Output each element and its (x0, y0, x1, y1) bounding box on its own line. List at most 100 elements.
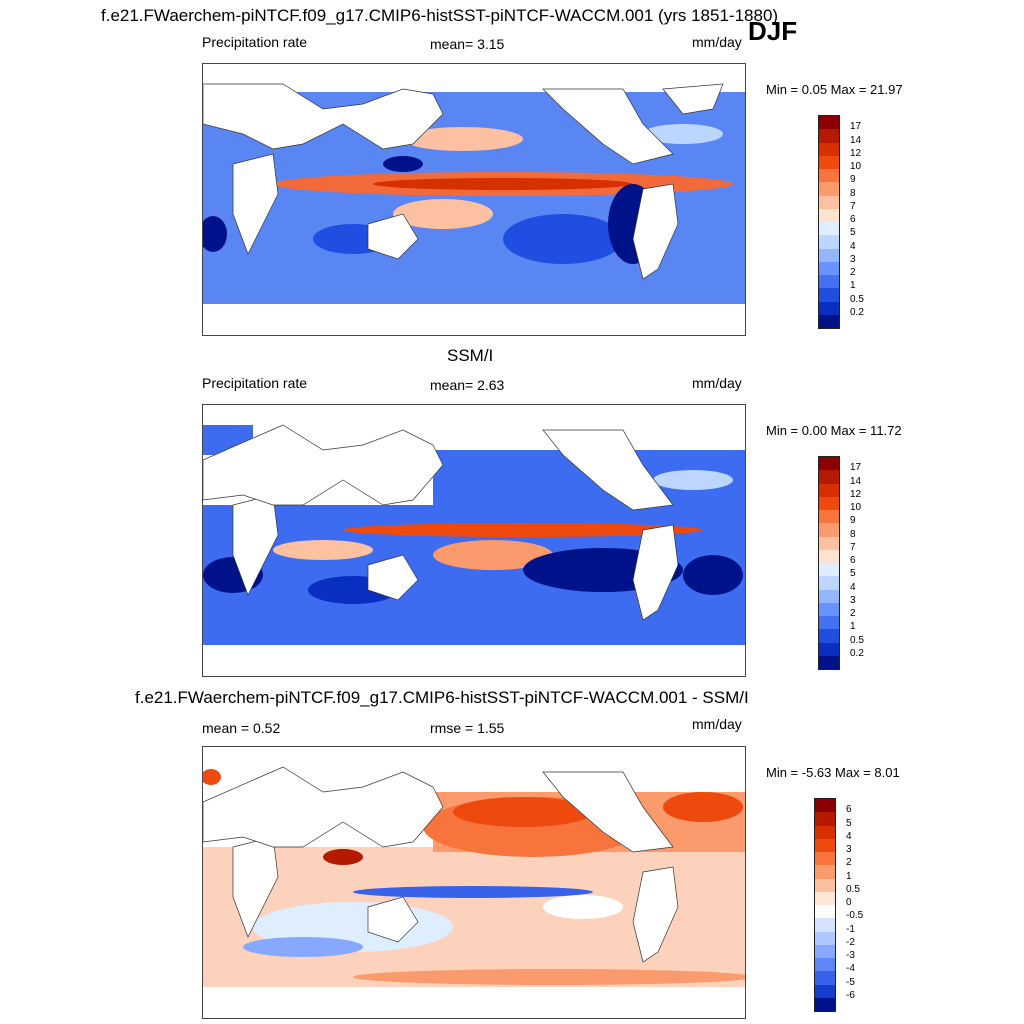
panel3-mean-label: mean = 0.52 (202, 720, 281, 736)
panel2-map (202, 404, 746, 677)
colorbar-tick-label: -3 (846, 950, 855, 961)
colorbar-tick-label: 6 (850, 214, 856, 225)
colorbar-swatch (819, 142, 839, 156)
panel2-map-svg (203, 405, 745, 676)
colorbar-tick-label: 1 (846, 870, 852, 882)
colorbar-swatch (819, 655, 839, 669)
colorbar-swatch (815, 905, 835, 919)
figure-title: f.e21.FWaerchem-piNTCF.f09_g17.CMIP6-his… (101, 6, 779, 25)
colorbar-swatch (815, 878, 835, 892)
colorbar-swatch (819, 288, 839, 302)
colorbar-tick-label: 3 (850, 253, 856, 265)
colorbar-tick-label: 7 (850, 200, 856, 212)
colorbar-swatch (815, 997, 835, 1011)
colorbar-tick-label: -5 (846, 976, 855, 988)
colorbar-tick-label: -0.5 (846, 910, 864, 922)
colorbar-tick-label: 14 (850, 134, 862, 146)
colorbar-swatch (819, 301, 839, 315)
colorbar-swatch (815, 799, 835, 813)
colorbar-tick-label: 10 (850, 161, 862, 172)
colorbar-tick-label: 5 (850, 227, 856, 239)
colorbar-swatch (819, 116, 839, 130)
colorbar-tick-label: 14 (850, 475, 862, 487)
colorbar-swatch (819, 576, 839, 590)
panel1-minmax: Min = 0.05 Max = 21.97 (766, 82, 903, 97)
colorbar-tick-label: -2 (846, 936, 855, 948)
panel3-map-svg (203, 747, 745, 1018)
panel3-units-label: mm/day (692, 716, 742, 732)
colorbar-swatch (819, 470, 839, 484)
colorbar-tick-label: 4 (846, 830, 852, 842)
panel2-mean-label: mean= 2.63 (430, 377, 505, 393)
colorbar-tick-label: 0 (846, 897, 852, 908)
colorbar-swatch (815, 918, 835, 932)
colorbar-swatch (819, 457, 839, 471)
colorbar-tick-label: 4 (850, 581, 856, 593)
colorbar-swatch (819, 208, 839, 222)
colorbar-swatch (815, 944, 835, 958)
colorbar-tick-label: 0.2 (850, 647, 864, 659)
colorbar-swatch (815, 931, 835, 945)
panel2-colorbar (818, 456, 840, 670)
colorbar-swatch (819, 314, 839, 328)
colorbar-tick-label: 2 (850, 267, 856, 278)
panel2-minmax: Min = 0.00 Max = 11.72 (766, 423, 902, 438)
panel2-title: SSM/I (447, 346, 494, 365)
colorbar-tick-label: -1 (846, 923, 855, 935)
colorbar-swatch (815, 812, 835, 826)
panel3-title: f.e21.FWaerchem-piNTCF.f09_g17.CMIP6-his… (135, 688, 749, 707)
colorbar-swatch (819, 616, 839, 630)
colorbar-swatch (815, 825, 835, 839)
colorbar-tick-label: 9 (850, 515, 856, 527)
colorbar-swatch (819, 235, 839, 249)
colorbar-tick-label: 4 (850, 240, 856, 252)
panel3-minmax: Min = -5.63 Max = 8.01 (766, 765, 900, 780)
panel1-mean-label: mean= 3.15 (430, 36, 505, 52)
colorbar-swatch (819, 496, 839, 510)
colorbar-swatch (819, 629, 839, 643)
colorbar-swatch (815, 838, 835, 852)
colorbar-tick-label: 8 (850, 187, 856, 199)
colorbar-swatch (819, 182, 839, 196)
colorbar-tick-label: 3 (850, 594, 856, 606)
colorbar-swatch (819, 602, 839, 616)
season-label: DJF (748, 16, 798, 46)
colorbar-swatch (815, 891, 835, 905)
colorbar-swatch (819, 642, 839, 656)
colorbar-swatch (819, 510, 839, 524)
colorbar-swatch (815, 984, 835, 998)
colorbar-swatch (819, 248, 839, 262)
colorbar-tick-label: -4 (846, 963, 855, 975)
colorbar-tick-label: 10 (850, 502, 862, 513)
colorbar-swatch (819, 536, 839, 550)
panel3-colorbar (814, 798, 836, 1012)
colorbar-tick-label: 2 (846, 857, 852, 869)
colorbar-tick-label: 2 (850, 608, 856, 619)
colorbar-swatch (819, 222, 839, 236)
colorbar-swatch (819, 483, 839, 497)
colorbar-tick-label: 8 (850, 528, 856, 540)
panel1-variable-label: Precipitation rate (202, 34, 308, 50)
colorbar-tick-label: 12 (850, 488, 862, 500)
colorbar-tick-label: 5 (846, 817, 852, 829)
panel1-units-label: mm/day (692, 34, 742, 50)
colorbar-tick-label: 12 (850, 147, 862, 159)
panel1-map (202, 63, 746, 336)
colorbar-swatch (819, 275, 839, 289)
panel3-rmse-label: rmse = 1.55 (430, 720, 505, 736)
colorbar-tick-label: 5 (850, 568, 856, 580)
colorbar-swatch (819, 155, 839, 169)
colorbar-tick-label: 17 (850, 121, 862, 133)
panel3-map (202, 746, 746, 1019)
colorbar-tick-label: 0.5 (850, 634, 864, 646)
colorbar-swatch (819, 169, 839, 183)
colorbar-tick-label: 7 (850, 541, 856, 553)
colorbar-swatch (819, 129, 839, 143)
colorbar-swatch (819, 523, 839, 537)
colorbar-tick-label: 1 (850, 621, 856, 633)
colorbar-tick-label: 3 (846, 844, 852, 855)
colorbar-swatch (819, 261, 839, 275)
colorbar-swatch (819, 589, 839, 603)
colorbar-swatch (815, 971, 835, 985)
colorbar-tick-label: 0.5 (850, 293, 864, 305)
